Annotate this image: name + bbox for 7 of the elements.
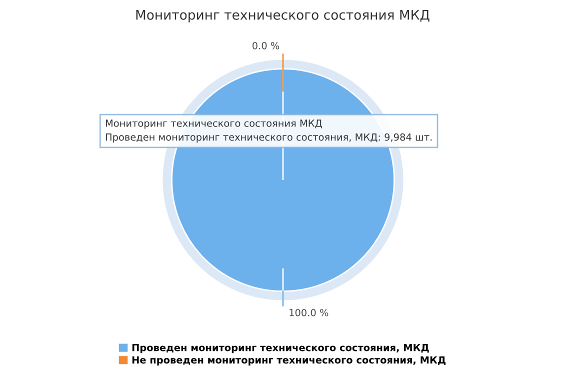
text: Мониторинг технического состояния МКД [106, 120, 322, 129]
data-label: 100.0 % [290, 308, 328, 316]
text: 0.0 % [252, 42, 280, 50]
text: Проведен мониторинг технического состояния, МКД: 9,984 шт. [106, 133, 432, 143]
legend-label: Не проведен мониторинг технического состояния, МКД [132, 356, 446, 366]
legend-label: Проведен мониторинг технического состояния, МКД [132, 344, 429, 354]
chart-title: Мониторинг технического состояния МКД [136, 10, 430, 22]
